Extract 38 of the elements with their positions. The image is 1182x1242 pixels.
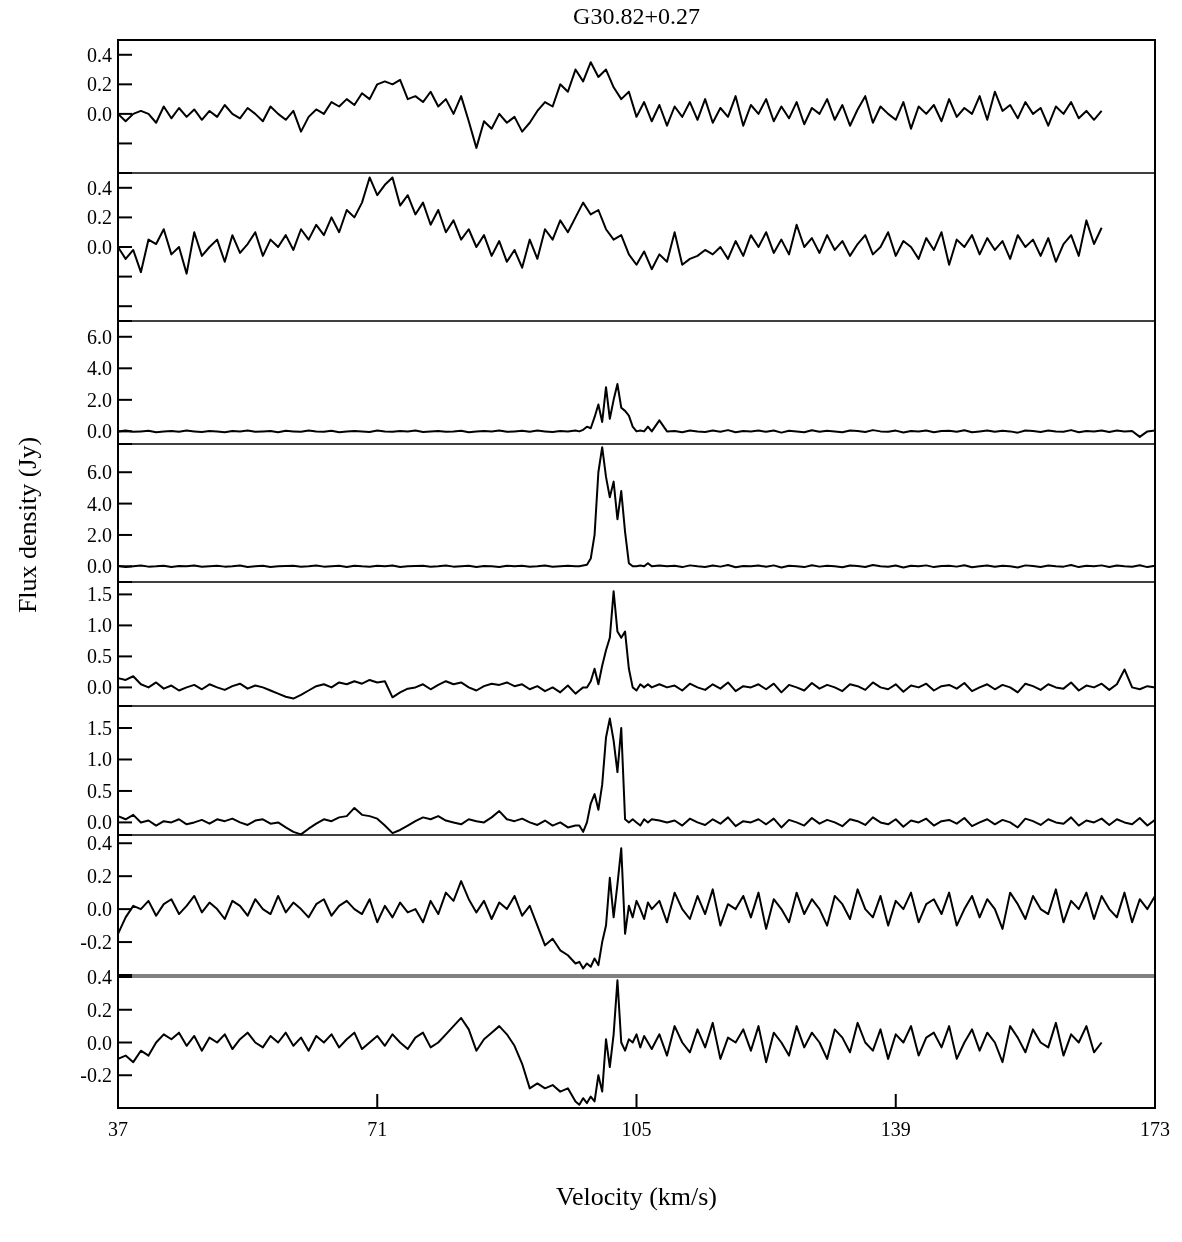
y-tick-label: 0.4 <box>87 832 112 855</box>
y-tick-label: 0.2 <box>87 865 112 888</box>
y-tick-label: 0.0 <box>87 898 112 921</box>
y-tick-label: 0.0 <box>87 420 112 443</box>
chart-title: G30.82+0.27 <box>573 3 700 29</box>
y-tick-label: 4.0 <box>87 357 112 380</box>
x-tick-label: 105 <box>621 1118 652 1140</box>
x-tick-label: 139 <box>880 1118 911 1140</box>
x-axis-title: Velocity (km/s) <box>555 1182 718 1211</box>
y-tick-label: 0.5 <box>87 779 112 802</box>
y-tick-label: 0.2 <box>87 998 112 1021</box>
y-tick-label: 2.0 <box>87 388 112 411</box>
y-tick-label: 0.4 <box>87 176 112 199</box>
y-tick-label: 0.0 <box>87 1031 112 1054</box>
y-tick-label: 2.0 <box>87 523 112 546</box>
y-tick-label: 0.0 <box>87 102 112 125</box>
y-tick-label: 0.2 <box>87 73 112 96</box>
y-tick-label: 0.4 <box>87 966 112 988</box>
y-tick-label: 0.0 <box>87 811 112 834</box>
x-tick-label: 37 <box>108 1118 128 1140</box>
y-tick-label: 0.4 <box>87 43 112 66</box>
y-tick-label: 0.2 <box>87 206 112 229</box>
x-tick-label: 71 <box>367 1118 388 1140</box>
y-tick-label: -0.2 <box>80 931 112 954</box>
y-tick-label: -0.2 <box>80 1064 112 1087</box>
y-tick-label: 4.0 <box>87 492 112 515</box>
y-tick-label: 1.5 <box>87 583 112 606</box>
y-tick-label: 1.0 <box>87 614 112 637</box>
y-tick-label: 0.0 <box>87 236 112 258</box>
y-tick-label: 6.0 <box>87 325 112 348</box>
y-tick-label: 6.0 <box>87 461 112 484</box>
y-tick-label: 1.0 <box>87 748 112 771</box>
y-tick-label: 0.0 <box>87 555 112 578</box>
y-tick-label: 1.5 <box>87 717 112 740</box>
y-tick-label: 0.0 <box>87 676 112 699</box>
y-axis-title: Flux density (Jy) <box>13 436 42 614</box>
x-tick-label: 173 <box>1140 1118 1170 1140</box>
y-tick-label: 0.5 <box>87 645 112 668</box>
